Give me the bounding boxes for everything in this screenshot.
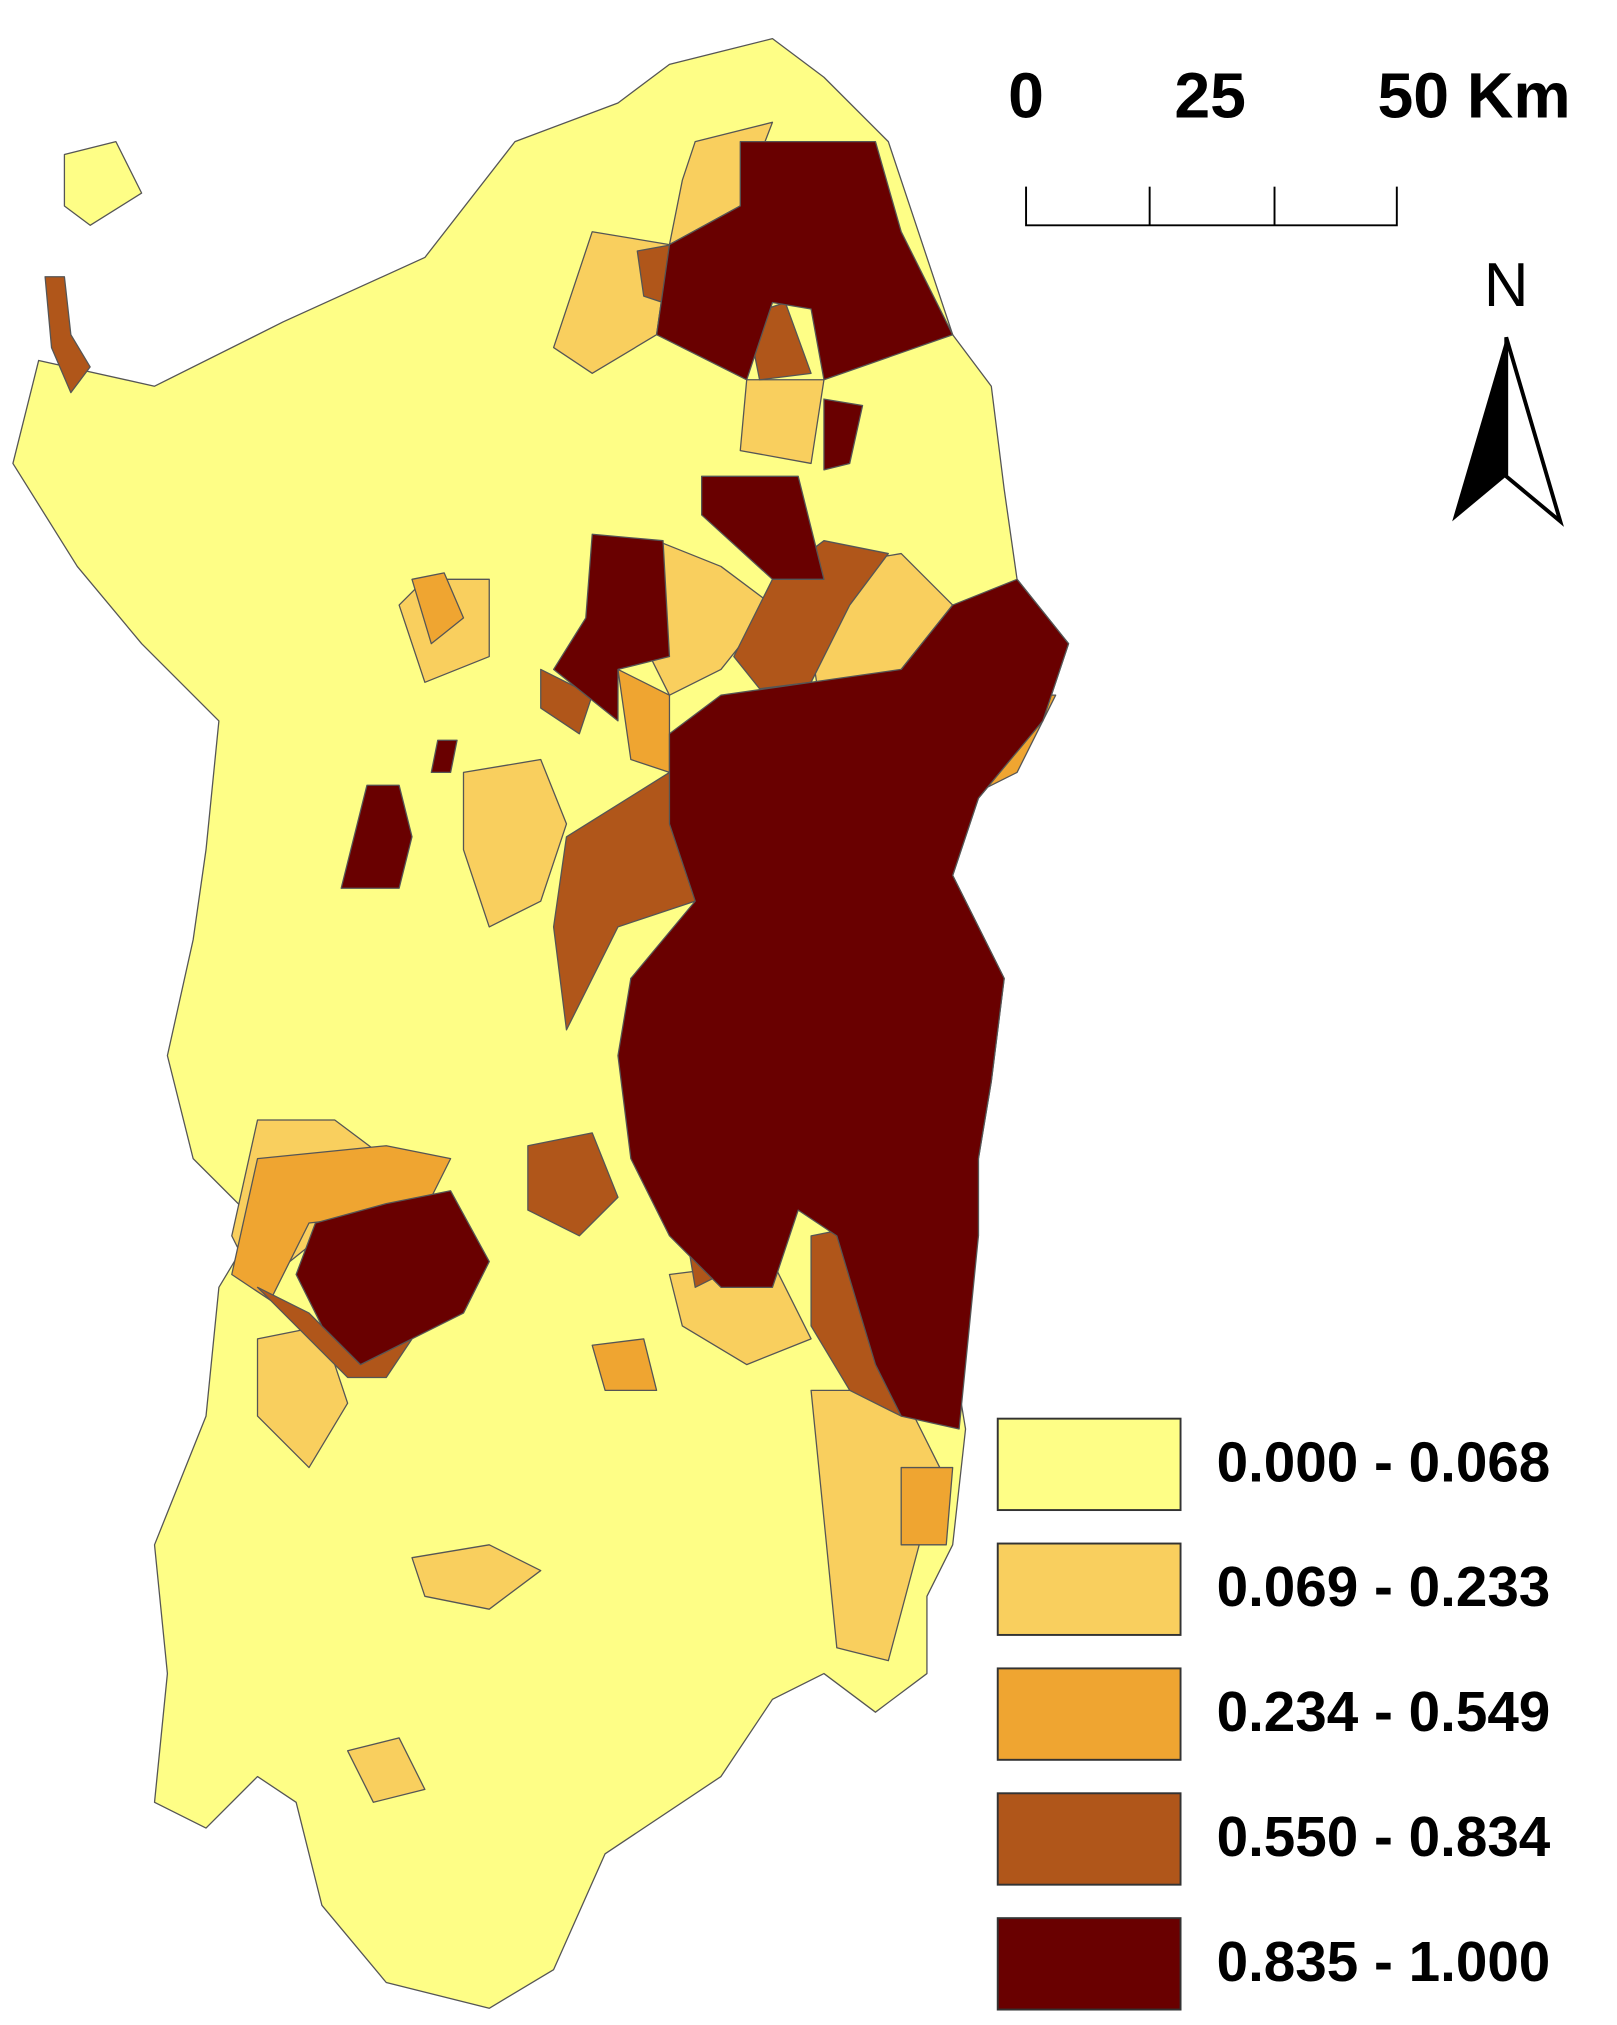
region [44,276,91,394]
legend-label: 0.234 - 0.549 [1217,1681,1551,1744]
region [527,1132,619,1237]
arrow-right [1504,336,1564,527]
arrow-left [1452,337,1507,522]
region [462,758,568,928]
island [12,37,1070,2009]
legend-label: 0.835 - 1.000 [1217,1931,1551,1994]
region [346,1737,426,1803]
scale-label: 25 [1174,59,1246,131]
north-arrow: N [1452,251,1564,527]
region [701,475,825,580]
legend-label: 0.000 - 0.068 [1217,1431,1551,1494]
scale-label: 0 [1008,59,1044,131]
region [411,1544,542,1610]
region [733,540,889,690]
region [63,140,143,226]
legend-swatch [996,1917,1182,2011]
region [430,739,458,774]
legend: 0.000 - 0.068 0.069 - 0.233 0.234 - 0.549 0… [996,1417,1551,2011]
region [591,1338,658,1391]
region [411,572,465,645]
scale-bar-line [1025,186,1398,227]
legend-swatch [996,1417,1182,1512]
legend-swatch [996,1792,1182,1886]
region [655,140,954,381]
scale-label: 50 Km [1377,59,1570,131]
region [823,398,864,471]
legend-label: 0.550 - 0.834 [1217,1806,1551,1869]
legend-label: 0.069 - 0.233 [1217,1556,1551,1619]
region [739,379,825,465]
legend-swatch [996,1542,1182,1636]
north-label: N [1484,251,1529,320]
region [552,533,671,722]
region [900,1466,954,1546]
scale-bar: 0 25 50 Km [1008,59,1571,227]
region [295,1190,490,1366]
region [340,784,413,889]
legend-swatch [996,1667,1182,1761]
region [617,578,1070,1430]
region [256,1286,413,1379]
